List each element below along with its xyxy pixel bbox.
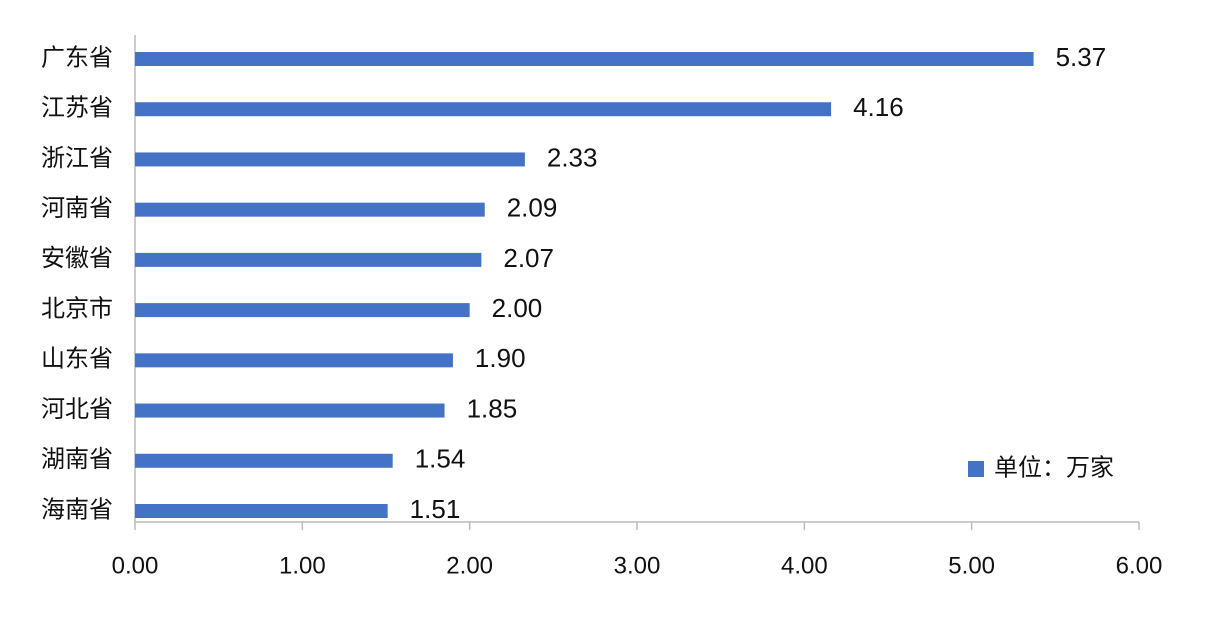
bar: [135, 102, 832, 117]
value-label: 5.37: [1056, 42, 1107, 72]
bar: [135, 453, 393, 468]
bar: [135, 252, 482, 267]
y-tick-label: 北京市: [41, 295, 113, 322]
x-tick-label: 5.00: [948, 552, 995, 579]
y-tick-label: 湖南省: [41, 446, 113, 473]
bar: [135, 202, 485, 217]
x-tick-label: 3.00: [614, 552, 661, 579]
y-tick-label: 河南省: [41, 195, 113, 222]
value-label: 4.16: [853, 92, 904, 122]
value-label: 1.85: [467, 393, 518, 423]
x-tick-label: 4.00: [781, 552, 828, 579]
x-tick-label: 1.00: [279, 552, 326, 579]
y-tick-label: 山东省: [41, 346, 113, 373]
y-tick-label: 江苏省: [41, 95, 113, 122]
bar: [135, 52, 1034, 66]
x-tick-label: 2.00: [446, 552, 493, 579]
bar: [135, 504, 388, 518]
y-tick-label: 广东省: [41, 44, 113, 71]
y-tick-label: 安徽省: [41, 245, 113, 272]
bar: [135, 152, 525, 167]
legend-swatch: [968, 461, 984, 477]
x-tick-label: 6.00: [1116, 552, 1163, 579]
value-label: 1.54: [415, 444, 466, 474]
y-tick-label: 海南省: [41, 496, 113, 523]
x-tick-label: 0.00: [112, 552, 159, 579]
value-label: 2.00: [492, 293, 543, 323]
legend-label: 单位：万家: [994, 454, 1114, 481]
bar: [135, 403, 445, 418]
y-tick-label: 河北省: [41, 396, 113, 423]
value-label: 2.33: [547, 142, 598, 172]
bar: [135, 353, 453, 368]
value-label: 2.07: [503, 243, 554, 273]
value-label: 1.51: [410, 494, 461, 524]
y-tick-label: 浙江省: [41, 145, 113, 172]
bar: [135, 303, 470, 318]
value-label: 2.09: [507, 193, 558, 223]
value-label: 1.90: [475, 343, 526, 373]
